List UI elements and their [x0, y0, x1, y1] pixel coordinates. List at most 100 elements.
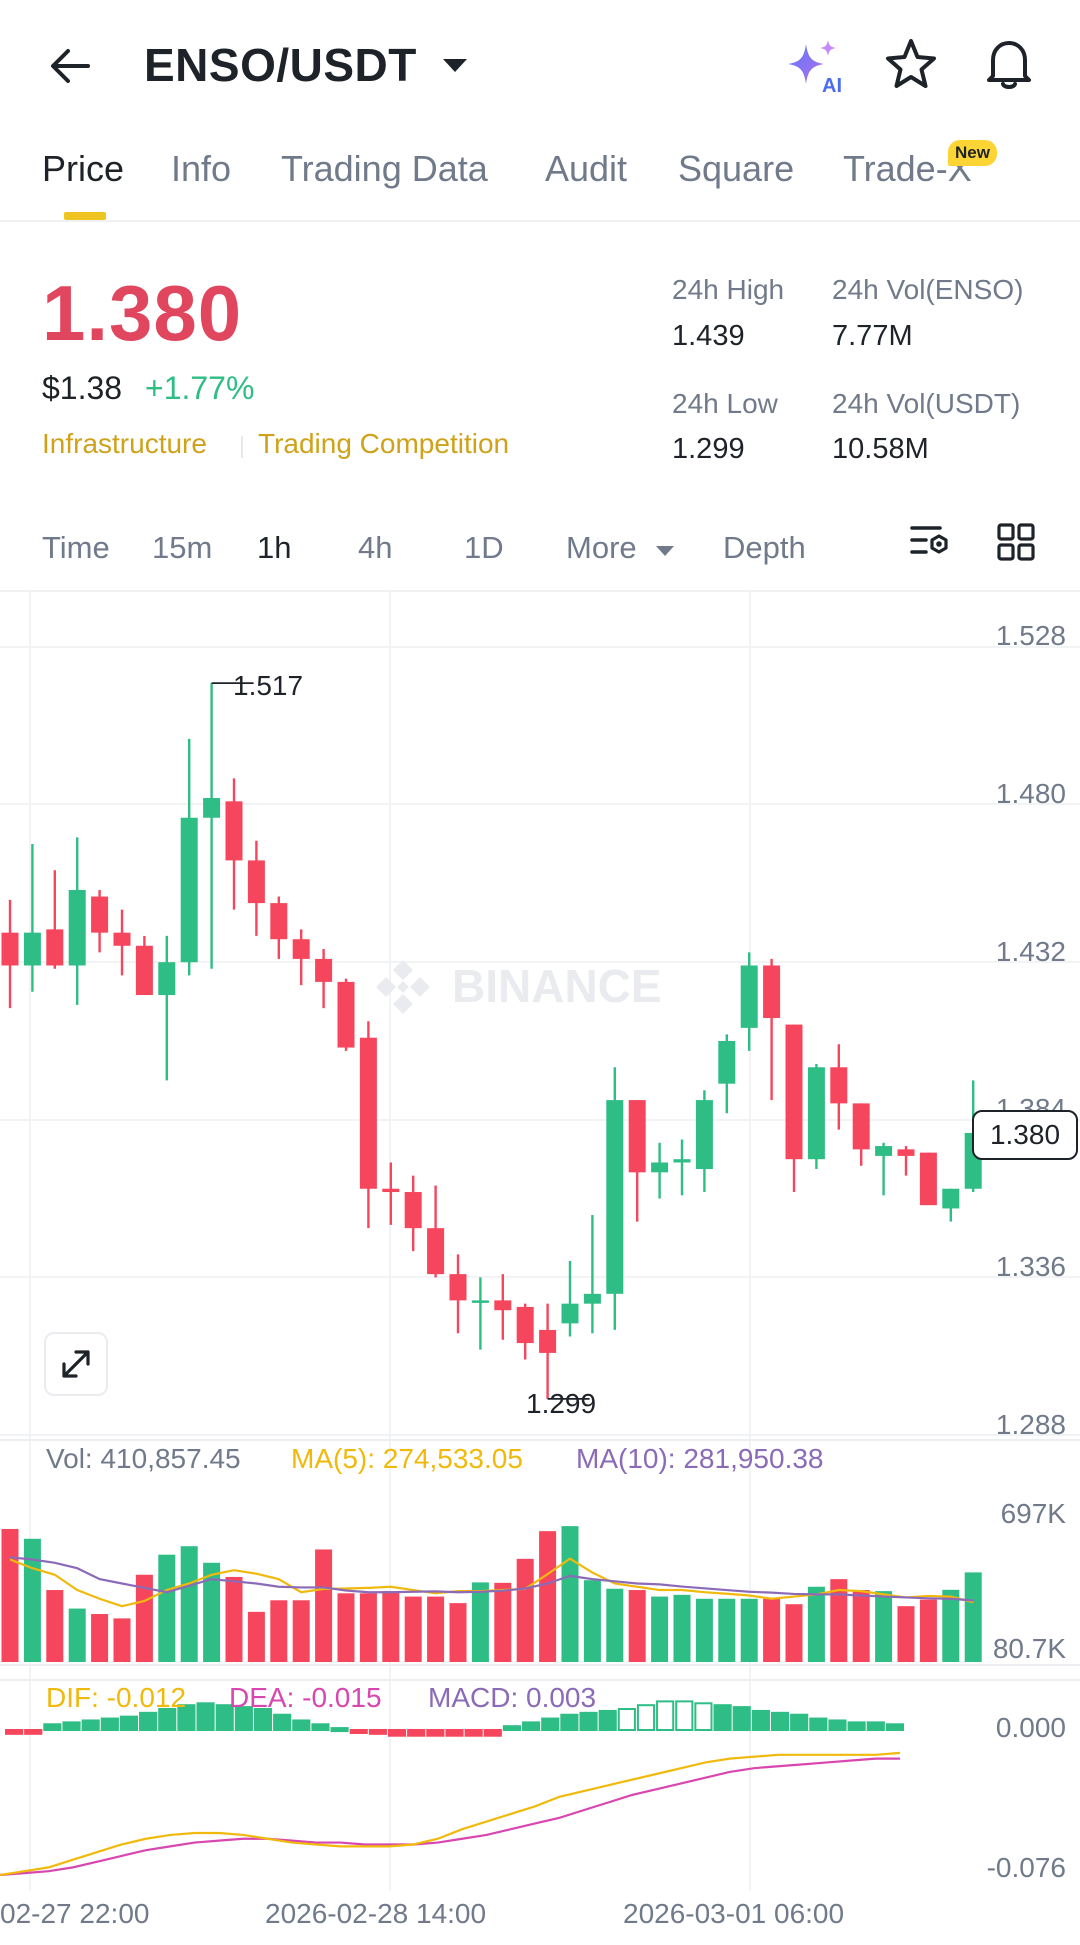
volume-ma5-legend: MA(5): 274,533.05	[291, 1443, 523, 1474]
macd-histogram-bar	[292, 1719, 311, 1732]
macd-histogram-bar	[809, 1717, 828, 1731]
volume-bar	[763, 1598, 781, 1662]
interval-4h[interactable]: 4h	[358, 530, 393, 565]
macd-histogram-bar	[349, 1729, 368, 1734]
volume-tick: 697K	[1000, 1498, 1066, 1529]
layout-grid-icon[interactable]	[996, 522, 1036, 562]
volume-bar	[740, 1598, 758, 1662]
candle-body	[852, 1103, 870, 1150]
macd-histogram-bar	[598, 1709, 617, 1731]
macd-dea-legend: DEA: -0.015	[229, 1682, 382, 1713]
candle-body	[203, 798, 221, 818]
volume-bar	[606, 1588, 624, 1662]
time-axis-label: 2026-02-28 14:00	[265, 1898, 487, 1929]
price-tick: 1.336	[995, 1251, 1066, 1282]
usd-price: $1.38	[42, 370, 123, 406]
macd-histogram-bar	[790, 1713, 809, 1731]
tab-info[interactable]: Info	[171, 148, 232, 189]
candle-body	[270, 903, 288, 940]
volume-bar	[516, 1558, 534, 1662]
macd-histogram-bar	[579, 1711, 598, 1732]
interval-1h[interactable]: 1h	[257, 530, 292, 565]
macd-histogram-bar	[675, 1700, 694, 1732]
interval-1d[interactable]: 1D	[464, 530, 504, 565]
volume-bar	[91, 1614, 109, 1662]
volume-bar	[270, 1600, 288, 1662]
tab-square[interactable]: Square	[678, 148, 795, 189]
more-caret-down-icon[interactable]	[655, 544, 675, 558]
stat-24h-high-label: 24h High	[672, 274, 785, 305]
macd-histogram-bar	[522, 1721, 541, 1731]
active-tab-indicator	[64, 212, 106, 220]
volume-bar	[382, 1591, 400, 1662]
candle-body	[113, 932, 131, 946]
last-price: 1.380	[42, 269, 243, 357]
chart-settings-icon[interactable]	[908, 520, 952, 564]
trading-pair-title[interactable]: ENSO/USDT	[144, 39, 417, 91]
tag-trading-competition[interactable]: Trading Competition	[258, 428, 510, 459]
volume-ma5-line	[9, 1557, 974, 1608]
interval-depth[interactable]: Depth	[723, 530, 806, 565]
volume-bar	[23, 1538, 41, 1662]
macd-histogram-bar	[713, 1704, 732, 1732]
candle-body	[673, 1159, 691, 1163]
back-arrow-icon[interactable]	[42, 38, 98, 94]
candle-body	[718, 1041, 736, 1084]
low-price-marker: 1.299	[526, 1388, 597, 1419]
tag-infrastructure[interactable]: Infrastructure	[42, 428, 207, 459]
volume-bar	[875, 1591, 893, 1662]
volume-bar	[359, 1593, 377, 1662]
tab-price[interactable]: Price	[42, 148, 125, 189]
candle-body	[292, 939, 310, 959]
interval-15m[interactable]: 15m	[152, 530, 213, 565]
macd-histogram-bar	[636, 1704, 656, 1732]
ai-sparkle-icon[interactable]: AI	[784, 34, 848, 98]
volume-bar	[539, 1531, 557, 1662]
candle-body	[315, 958, 333, 982]
candle-body	[91, 896, 109, 933]
candle-body	[830, 1067, 848, 1104]
macd-histogram-bar	[43, 1723, 62, 1732]
macd-histogram-bar	[368, 1729, 387, 1735]
volume-ma10-legend: MA(10): 281,950.38	[576, 1443, 824, 1474]
stat-24h-vol-base-value: 7.77M	[832, 320, 913, 352]
volume-bar	[695, 1598, 713, 1662]
macd-histogram-bar	[81, 1719, 100, 1732]
macd-histogram-bar	[770, 1711, 790, 1732]
star-icon[interactable]	[882, 36, 940, 94]
stat-24h-vol-quote-label: 24h Vol(USDT)	[832, 388, 1021, 419]
candle-body	[68, 889, 86, 966]
macd-value-legend: MACD: 0.003	[428, 1682, 597, 1713]
bell-icon[interactable]	[980, 34, 1038, 92]
candle-body	[404, 1192, 422, 1229]
candle-body	[337, 981, 355, 1048]
volume-bar	[337, 1593, 355, 1662]
price-change-percent: +1.77%	[145, 370, 255, 406]
volume-bar	[292, 1600, 310, 1662]
macd-dif-line	[0, 1751, 901, 1877]
candle-body	[763, 965, 781, 1019]
macd-histogram-bar	[24, 1729, 43, 1735]
tab-audit[interactable]: Audit	[545, 148, 628, 189]
candle-body	[516, 1306, 534, 1344]
volume-bar	[225, 1576, 243, 1662]
candle-body	[135, 945, 153, 996]
tab-trading-data[interactable]: Trading Data	[281, 148, 488, 189]
fullscreen-button[interactable]	[44, 1332, 108, 1396]
candle-body	[740, 965, 758, 1028]
interval-more[interactable]: More	[566, 530, 637, 565]
volume-bar	[494, 1582, 512, 1662]
candle-body	[382, 1188, 400, 1193]
volume-tick: 80.7K	[992, 1633, 1066, 1664]
volume-bar	[561, 1526, 579, 1662]
interval-bar: Time 15m 1h 4h 1D More Depth	[0, 508, 1080, 592]
candle-body	[427, 1228, 445, 1275]
high-price-marker: 1.517	[233, 670, 304, 701]
interval-time[interactable]: Time	[42, 530, 110, 565]
macd-histogram-bar	[139, 1711, 158, 1732]
caret-down-icon[interactable]	[440, 50, 470, 80]
macd-histogram-bar	[828, 1719, 847, 1732]
volume-bar	[113, 1618, 131, 1662]
new-badge: New	[948, 140, 997, 166]
